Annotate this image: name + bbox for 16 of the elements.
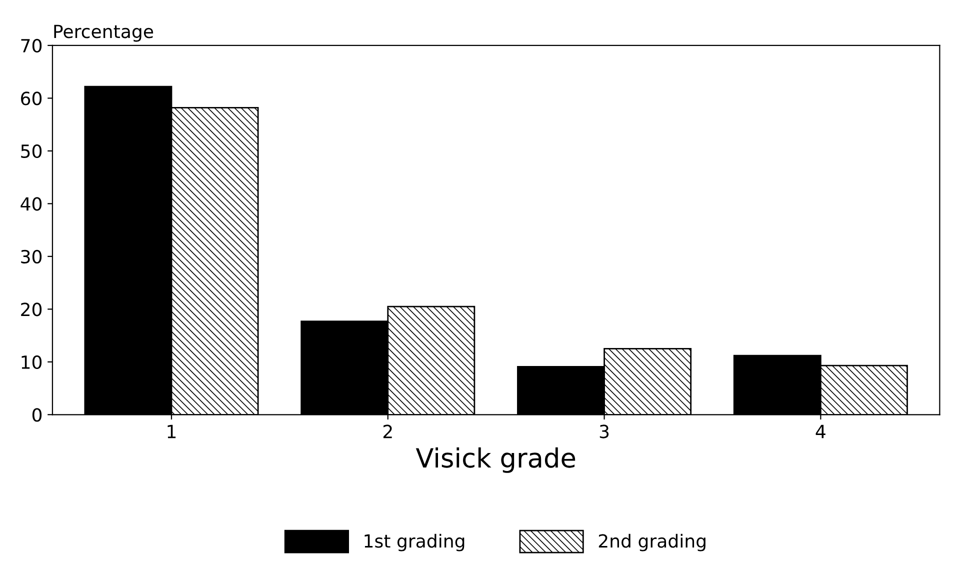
y-tick-label: 0 (32, 408, 42, 422)
y-tick-label: 40 (20, 197, 42, 211)
legend-label: 1st grading (364, 534, 464, 552)
y-tick-label: 20 (21, 302, 42, 316)
x-tick-label: 2 (383, 424, 392, 438)
y-axis-title: Percentage (54, 24, 154, 42)
y-tick-label: 50 (21, 144, 42, 158)
x-tick-label: 4 (816, 424, 826, 438)
x-tick-label: 3 (600, 424, 609, 438)
y-tick-label: 60 (21, 92, 42, 106)
x-axis-title: Visick grade (416, 447, 576, 473)
x-tick-label: 1 (168, 424, 176, 438)
y-tick-label: 10 (22, 355, 42, 370)
legend-label: 2nd grading (598, 534, 706, 552)
y-tick-label: 70 (21, 38, 42, 53)
y-tick-label: 30 (21, 250, 42, 264)
